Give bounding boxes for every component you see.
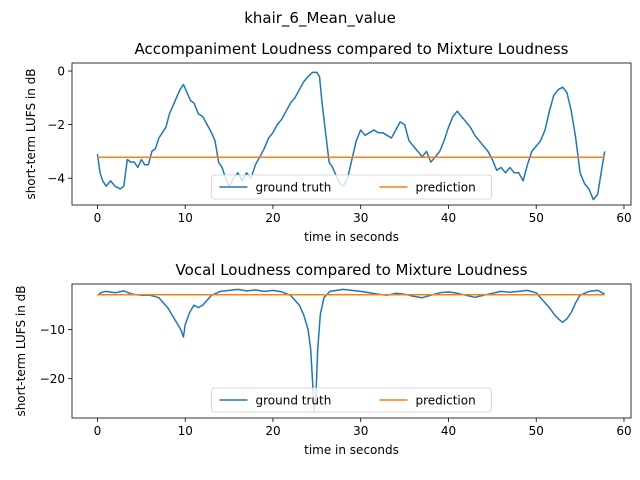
x-tick-label: 60 <box>616 211 631 225</box>
x-tick-label: 0 <box>94 424 102 438</box>
chart-accompaniment-loudness: Accompaniment Loudness compared to Mixtu… <box>24 40 632 244</box>
x-tick-label: 30 <box>353 424 368 438</box>
axes-frame <box>71 62 632 206</box>
x-tick-label: 40 <box>441 211 456 225</box>
chart-title: Vocal Loudness compared to Mixture Loudn… <box>176 261 528 279</box>
x-axis-label: time in seconds <box>304 230 399 244</box>
y-tick-label: −20 <box>40 372 65 386</box>
x-tick-label: 40 <box>441 424 456 438</box>
x-tick-label: 10 <box>178 211 193 225</box>
legend-label: ground truth <box>256 181 332 195</box>
x-tick-label: 10 <box>178 424 193 438</box>
x-tick-label: 0 <box>94 211 102 225</box>
series-line-ground-truth <box>96 288 606 412</box>
y-axis-label: short-term LUFS in dB <box>24 68 38 199</box>
x-axis-label: time in seconds <box>304 443 399 457</box>
y-tick-label: 0 <box>57 65 65 79</box>
axes-frame <box>71 283 632 419</box>
y-tick-label: −4 <box>47 172 65 186</box>
x-tick-label: 50 <box>529 424 544 438</box>
x-tick-label: 20 <box>265 424 280 438</box>
legend-label: prediction <box>416 181 476 195</box>
legend-label: prediction <box>416 394 476 408</box>
y-axis-label: short-term LUFS in dB <box>14 285 28 416</box>
y-tick-label: −10 <box>40 323 65 337</box>
figure-suptitle: khair_6_Mean_value <box>244 9 396 28</box>
legend-box <box>211 174 492 200</box>
y-tick-label: −2 <box>47 118 65 132</box>
x-tick-label: 50 <box>529 211 544 225</box>
chart-vocal-loudness: Vocal Loudness compared to Mixture Loudn… <box>14 261 632 457</box>
x-tick-label: 30 <box>353 211 368 225</box>
x-tick-label: 20 <box>265 211 280 225</box>
legend: ground truth prediction <box>211 387 492 413</box>
legend: ground truth prediction <box>211 174 492 200</box>
legend-label: ground truth <box>256 394 332 408</box>
legend-box <box>211 387 492 413</box>
x-tick-label: 60 <box>616 424 631 438</box>
chart-title: Accompaniment Loudness compared to Mixtu… <box>135 40 569 58</box>
